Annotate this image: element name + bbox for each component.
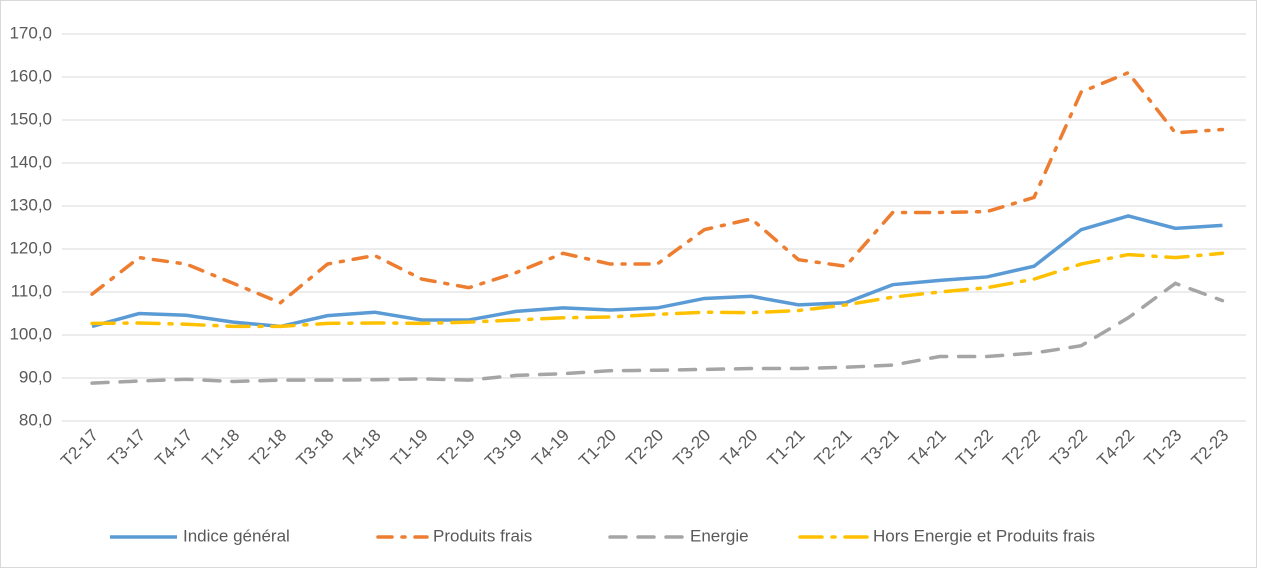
y-tick-label: 80,0 [19, 410, 52, 429]
legend-label: Hors Energie et Produits frais [873, 526, 1095, 545]
series-line [90, 281, 1225, 385]
y-tick-label: 90,0 [19, 367, 52, 386]
y-tick-label: 100,0 [9, 324, 52, 343]
legend-label: Energie [690, 526, 749, 545]
y-tick-label: 130,0 [9, 195, 52, 214]
legend-label: Produits frais [433, 526, 532, 545]
y-tick-label: 160,0 [9, 66, 52, 85]
series-line [90, 251, 1225, 329]
y-tick-label: 150,0 [9, 109, 52, 128]
legend-label: Indice général [183, 526, 290, 545]
y-tick-label: 140,0 [9, 152, 52, 171]
y-tick-label: 170,0 [9, 23, 52, 42]
y-tick-label: 110,0 [11, 281, 52, 300]
y-tick-label: 120,0 [9, 238, 52, 257]
series-line [90, 70, 1225, 305]
